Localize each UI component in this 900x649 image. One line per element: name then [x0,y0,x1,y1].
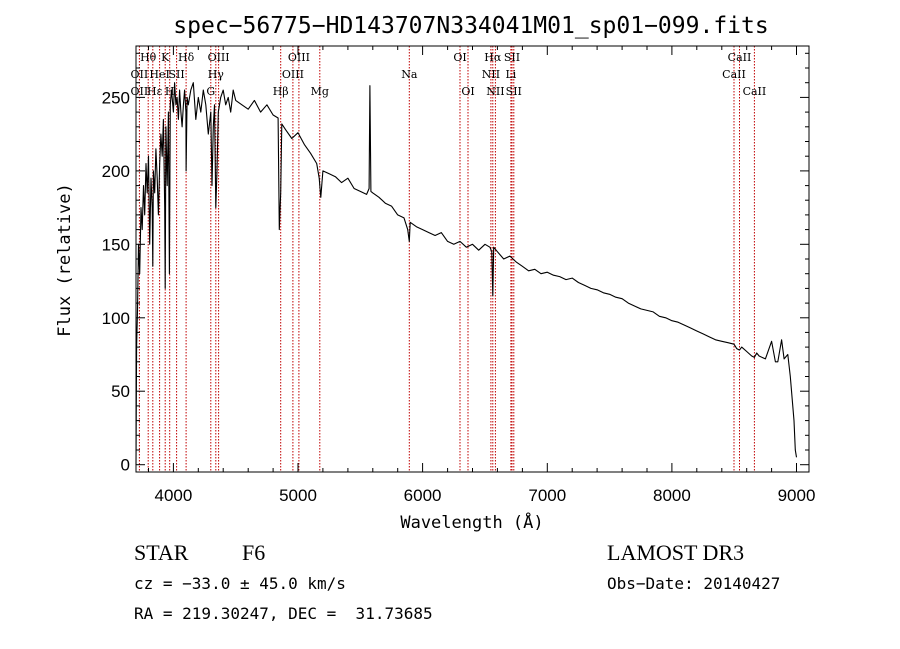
line-label: Hε [147,85,163,98]
x-tick-label: 7000 [528,486,566,505]
line-label: CaII [743,85,767,98]
y-tick-label: 100 [102,309,130,328]
line-label: OI [453,51,466,64]
x-tick-label: 4000 [154,486,192,505]
line-label: Hθ [140,51,157,64]
line-label: SII [504,51,520,64]
survey-name: LAMOST DR3 [607,540,745,565]
line-label: OIII [282,68,304,81]
line-label: Hγ [208,68,225,81]
y-tick-label: 150 [102,235,130,254]
line-label: Hβ [273,85,289,98]
y-tick-label: 50 [111,382,130,401]
line-label: Na [401,68,418,81]
observation-date: Obs−Date: 20140427 [607,574,781,593]
line-label: Mg [311,85,329,98]
y-tick-label: 200 [102,162,130,181]
x-tick-label: 5000 [279,486,317,505]
x-tick-label: 9000 [778,486,816,505]
axis-ticks: 4000 5000 6000 7000 8000 9000 0 50 100 150 200 250 [102,46,816,505]
plot-frame [135,45,810,473]
spectrum-line [135,82,798,465]
x-tick-label: 6000 [404,486,442,505]
line-label: OIII [288,51,310,64]
y-tick-label: 250 [102,88,130,107]
line-label: Hα [484,51,502,64]
object-subclass: F6 [242,540,266,565]
line-label: G [206,85,215,98]
y-tick-label: 0 [121,456,130,475]
line-label: SII [168,68,184,81]
chart-title: spec−56775−HD143707N334041M01_sp01−099.f… [173,13,768,39]
line-label: Li [505,68,516,81]
line-label: OII [131,68,149,81]
y-axis-label: Flux (relative) [55,183,75,337]
line-label: H [165,85,175,98]
object-class: STAR [134,540,189,565]
line-label: NII [482,68,500,81]
emission-line-markers [138,46,755,472]
redshift-readout: cz = −33.0 ± 45.0 km/s [134,574,346,593]
line-label: HeI [149,68,169,81]
line-label: K [161,51,170,64]
line-label: CaII [722,68,746,81]
line-label: SII [506,85,522,98]
x-axis-label: Wavelength (Å) [400,511,543,533]
line-label: OII [131,85,149,98]
coordinates: RA = 219.30247, DEC = 31.73685 [134,604,433,623]
line-label: OIII [208,51,230,64]
x-tick-label: 8000 [653,486,691,505]
line-label: NII [486,85,504,98]
line-label: OI [461,85,474,98]
line-label: Hδ [178,51,195,64]
line-label: CaII [728,51,752,64]
